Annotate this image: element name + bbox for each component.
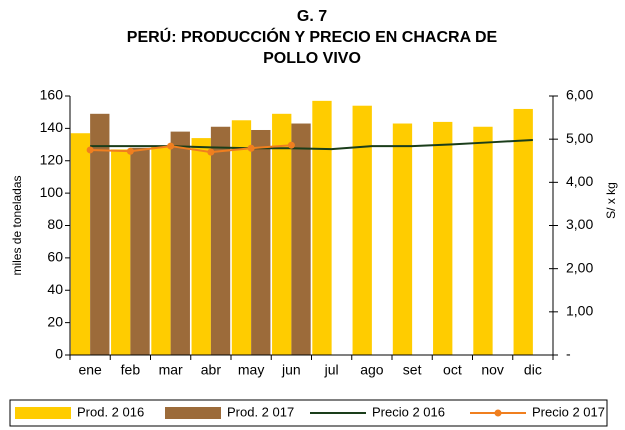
bar — [272, 113, 292, 356]
y2-tick-label: 6,00 — [566, 87, 593, 103]
y2-tick-label: 2,00 — [566, 259, 593, 275]
chart-title: G. 7 — [297, 8, 327, 25]
y-tick-label: 60 — [47, 249, 63, 265]
y-tick-label: 140 — [40, 119, 64, 135]
y-tick-label: 0 — [55, 346, 63, 362]
bar — [352, 105, 372, 356]
x-tick-label: set — [403, 362, 422, 378]
legend-label: Precio 2 016 — [372, 404, 445, 419]
chart-title: POLLO VIVO — [263, 50, 361, 67]
marker — [287, 141, 295, 149]
chart-title: PERÚ: PRODUCCIÓN Y PRECIO EN CHACRA DE — [127, 27, 498, 46]
bar — [251, 129, 271, 355]
bar — [130, 147, 150, 355]
x-tick-label: feb — [121, 362, 141, 378]
bar — [312, 100, 332, 355]
y-tick-label: 160 — [40, 87, 64, 103]
y-tick-label: 120 — [40, 151, 64, 167]
bar — [513, 108, 533, 355]
bar — [210, 126, 231, 355]
bar — [392, 123, 413, 355]
bar — [433, 121, 453, 356]
y2-tick-label: 3,00 — [566, 216, 593, 232]
bar — [191, 138, 211, 355]
line — [90, 144, 292, 154]
legend-label: Prod. 2 016 — [77, 404, 144, 419]
legend-label: Precio 2 017 — [532, 404, 605, 419]
bar — [151, 146, 171, 355]
marker — [126, 147, 134, 155]
y2-tick-label: 5,00 — [566, 130, 593, 146]
y2-tick-label: 4,00 — [566, 173, 593, 189]
bar — [111, 149, 131, 355]
y-tick-label: 100 — [40, 184, 64, 200]
x-tick-label: dic — [524, 362, 542, 378]
legend-swatch — [165, 407, 221, 419]
y2-tick-label: - — [566, 346, 571, 362]
marker — [167, 142, 175, 150]
x-tick-label: mar — [159, 362, 183, 378]
bar — [473, 126, 493, 355]
legend-swatch — [15, 407, 71, 419]
x-tick-label: jul — [324, 362, 339, 378]
x-tick-label: ago — [360, 362, 384, 378]
bar — [90, 113, 110, 356]
marker — [207, 148, 215, 156]
y2-axis-label: S/ x kg — [604, 182, 618, 219]
marker — [86, 146, 94, 154]
bar — [70, 133, 91, 355]
legend-label: Prod. 2 017 — [227, 404, 294, 419]
x-tick-label: may — [238, 362, 264, 378]
bar — [231, 120, 252, 355]
x-tick-label: oct — [443, 362, 462, 378]
x-tick-label: abr — [201, 362, 222, 378]
bar — [170, 131, 190, 355]
marker — [247, 144, 255, 152]
x-tick-label: jun — [281, 362, 301, 378]
x-tick-label: ene — [78, 362, 102, 378]
legend-marker — [494, 409, 502, 417]
y-axis-label: miles de toneladas — [10, 175, 24, 275]
y-tick-label: 20 — [47, 313, 63, 329]
y-tick-label: 40 — [47, 281, 63, 297]
y-tick-label: 80 — [47, 216, 63, 232]
x-tick-label: nov — [481, 362, 504, 378]
bar — [291, 123, 311, 355]
y2-tick-label: 1,00 — [566, 303, 593, 319]
